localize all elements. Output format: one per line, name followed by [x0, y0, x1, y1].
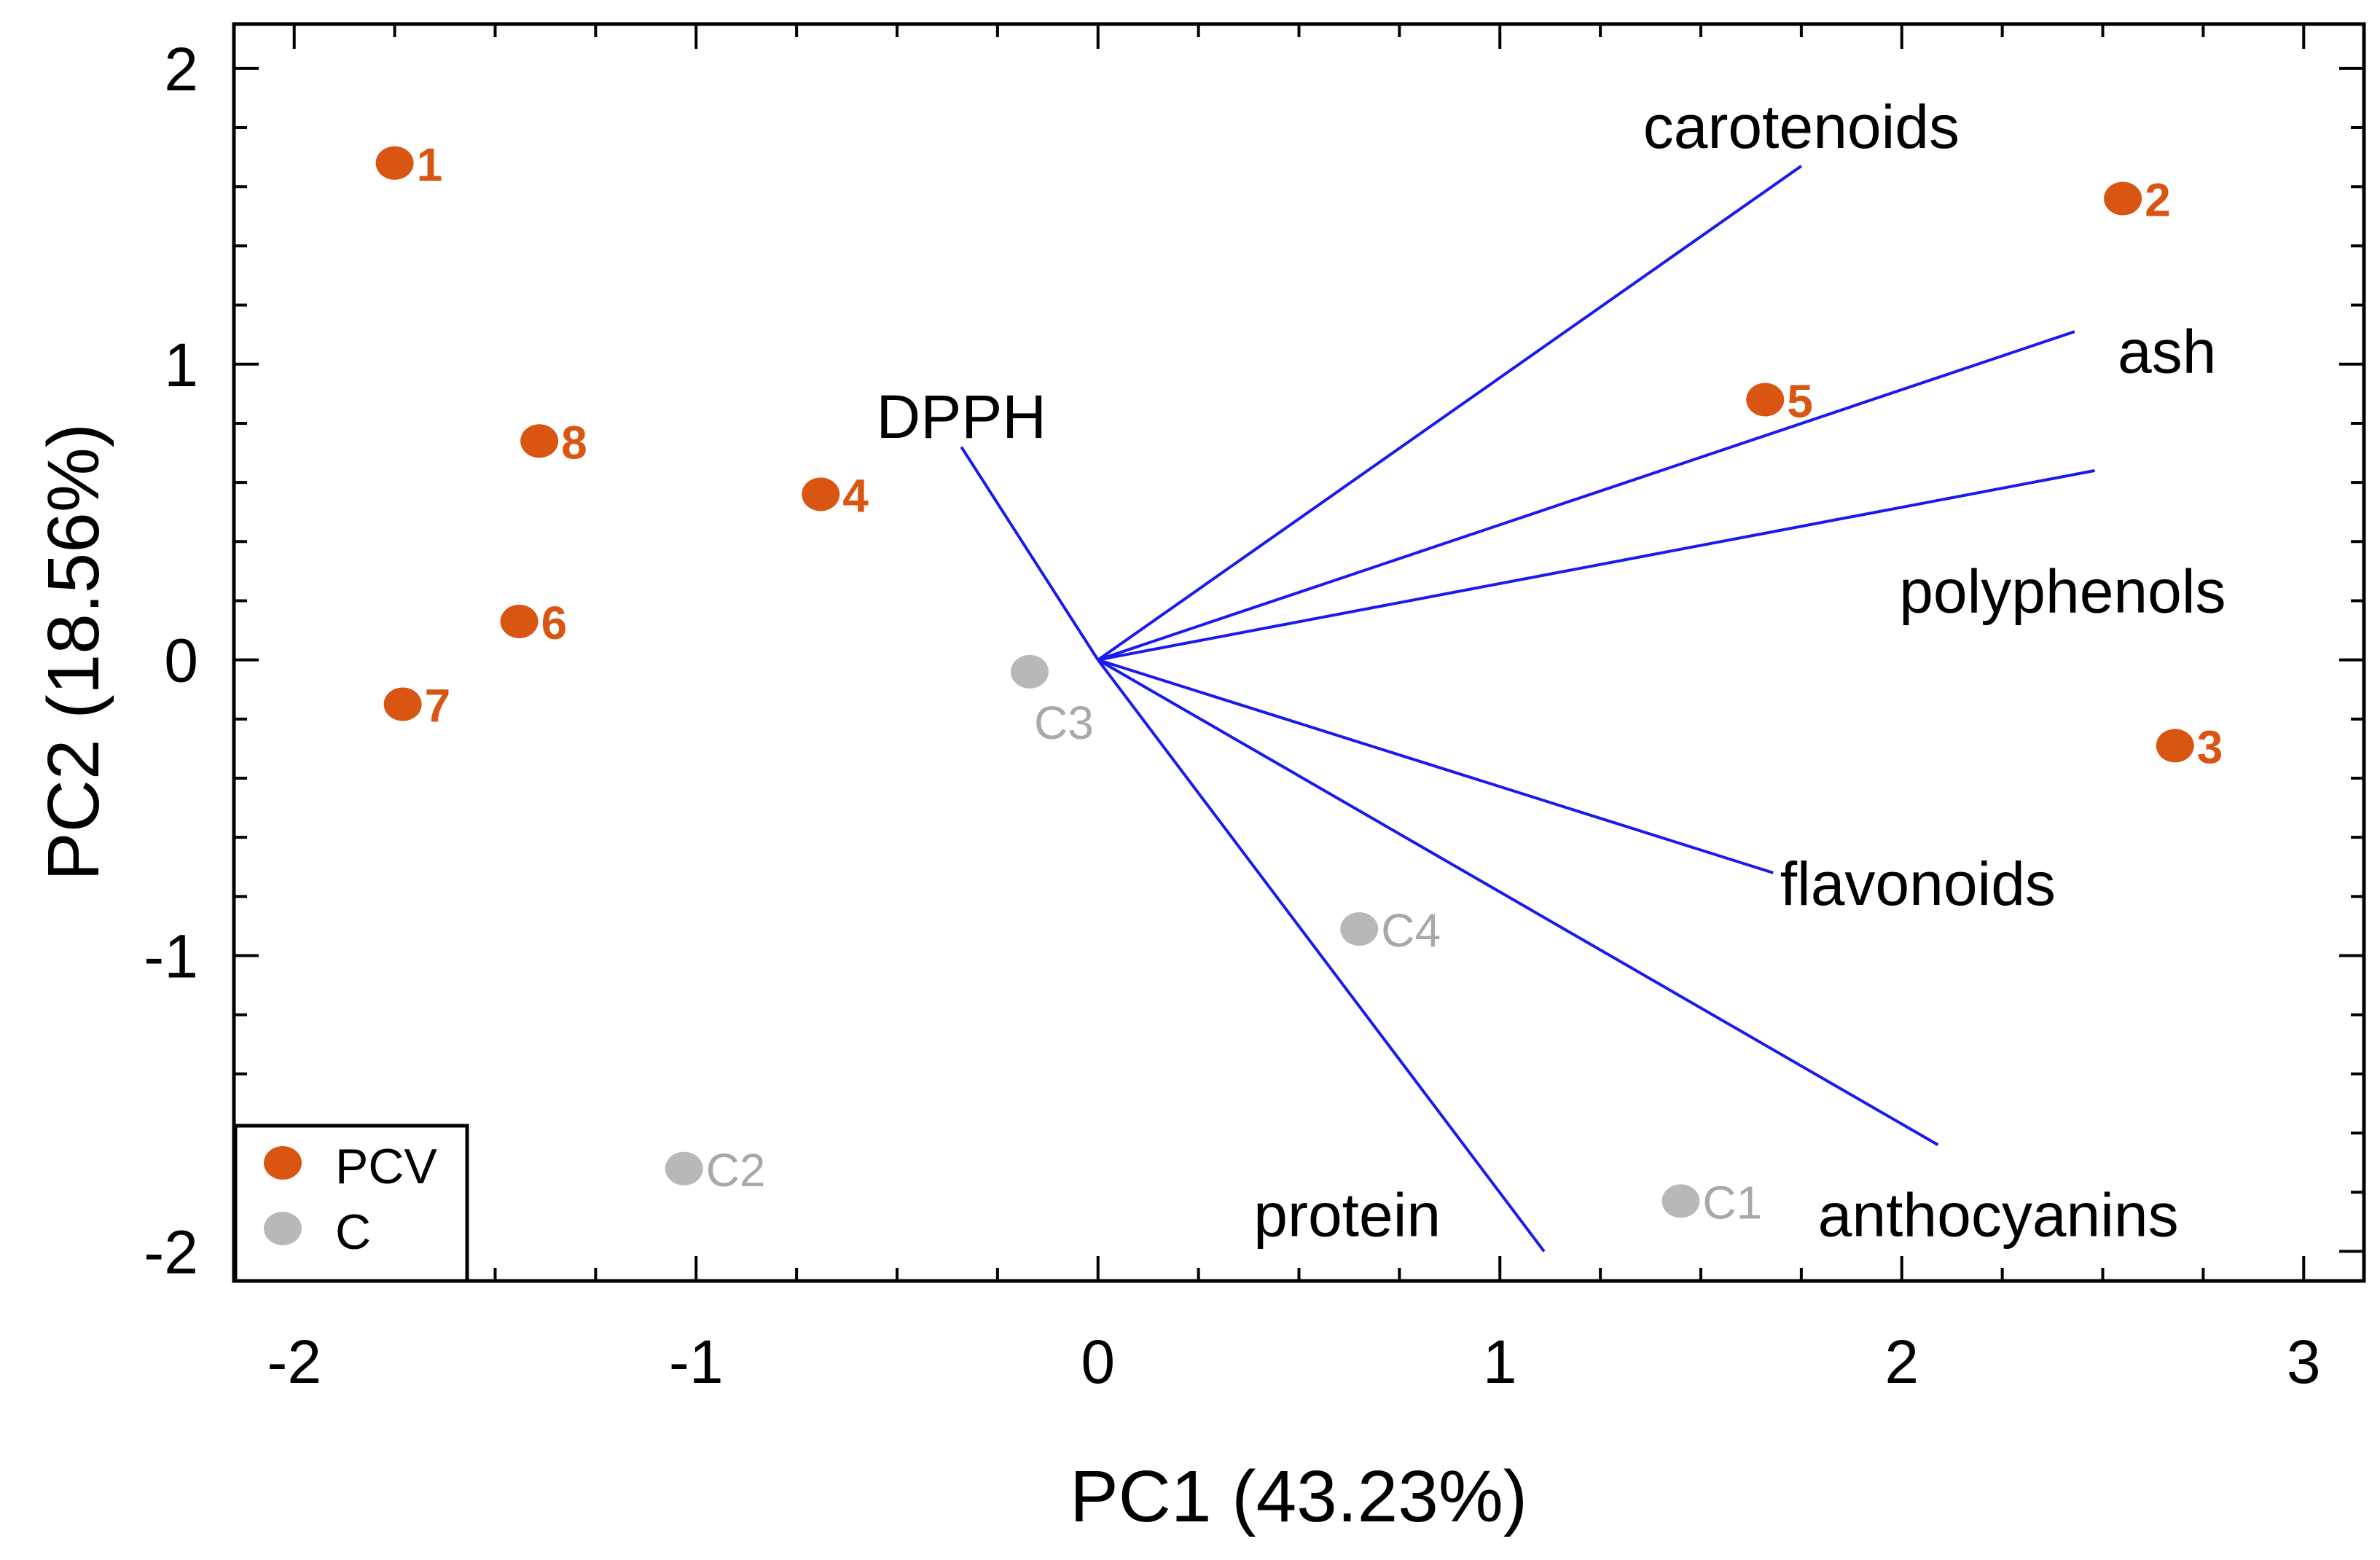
y-tick-label: -2: [144, 1218, 198, 1286]
point-6: [500, 604, 539, 638]
point-label-C3: C3: [1034, 697, 1094, 749]
y-tick-label: -1: [144, 922, 198, 991]
point-1: [375, 146, 414, 180]
legend-marker-c: [264, 1212, 302, 1245]
point-label-4: 4: [842, 469, 869, 522]
point-label-8: 8: [561, 416, 587, 469]
y-tick-label: 1: [164, 331, 198, 399]
loading-label-flavonoids: flavonoids: [1780, 850, 2056, 918]
point-label-C2: C2: [706, 1144, 766, 1196]
x-tick-label: 0: [1081, 1328, 1115, 1396]
y-tick-label: 0: [164, 627, 198, 695]
point-label-5: 5: [1787, 375, 1813, 427]
y-tick-label: 2: [164, 35, 198, 103]
y-axis-label: PC2 (18.56%): [33, 423, 114, 881]
loading-label-polyphenols: polyphenols: [1899, 557, 2226, 625]
point-7: [383, 687, 422, 721]
point-5: [1746, 383, 1785, 417]
loading-vector-anthocyanins: [1097, 658, 1939, 1147]
point-label-3: 3: [2197, 721, 2223, 773]
tick-labels: -2 -1 0 1 2 3 -2 -1 0 1 2: [144, 35, 2320, 1396]
x-tick-label: 3: [2287, 1328, 2321, 1396]
legend: PCV C: [233, 1124, 469, 1283]
x-tick-label: -2: [267, 1328, 321, 1396]
point-label-C4: C4: [1381, 904, 1441, 957]
x-tick-label: -1: [669, 1328, 724, 1396]
x-axis-label: PC1 (43.23%): [1070, 1456, 1527, 1537]
legend-label-pcv: PCV: [335, 1139, 437, 1194]
point-C1: [1661, 1184, 1700, 1218]
legend-marker-pcv: [264, 1146, 302, 1180]
point-3: [2156, 729, 2194, 763]
point-label-7: 7: [425, 680, 451, 732]
point-label-1: 1: [417, 138, 443, 191]
loading-vector-flavonoids: [1097, 658, 1774, 874]
point-label-2: 2: [2145, 173, 2171, 226]
point-8: [520, 424, 559, 458]
x-tick-label: 2: [1884, 1328, 1919, 1396]
loading-vector-ash: [1097, 330, 2075, 662]
point-2: [2104, 181, 2142, 216]
axis-ticks: [234, 24, 2364, 1281]
point-C4: [1340, 912, 1379, 946]
x-tick-label: 1: [1483, 1328, 1517, 1396]
loading-label-protein: protein: [1253, 1181, 1441, 1250]
loading-label-DPPH: DPPH: [877, 383, 1046, 451]
point-label-C1: C1: [1702, 1176, 1762, 1228]
plot-frame: [232, 22, 2366, 1283]
loading-vector-protein: [1097, 659, 1546, 1253]
loading-label-carotenoids: carotenoids: [1643, 93, 1960, 161]
loading-vector-DPPH: [960, 446, 1100, 661]
point-4: [802, 477, 840, 511]
loading-label-ash: ash: [2118, 318, 2216, 386]
point-C2: [665, 1151, 703, 1185]
legend-label-c: C: [335, 1204, 371, 1260]
loading-label-anthocyanins: anthocyanins: [1818, 1181, 2179, 1250]
loading-vector-polyphenols: [1097, 469, 2095, 662]
point-label-6: 6: [541, 597, 568, 649]
point-C3: [1010, 654, 1049, 689]
loading-vectors: carotenoids ash polyphenols DPPH flavonoids a…: [877, 93, 2226, 1253]
score-points: 1 2 3 4 5 6 7 8 C1 C2 C3 C4: [375, 138, 2223, 1228]
loading-vector-carotenoids: [1097, 165, 1803, 662]
